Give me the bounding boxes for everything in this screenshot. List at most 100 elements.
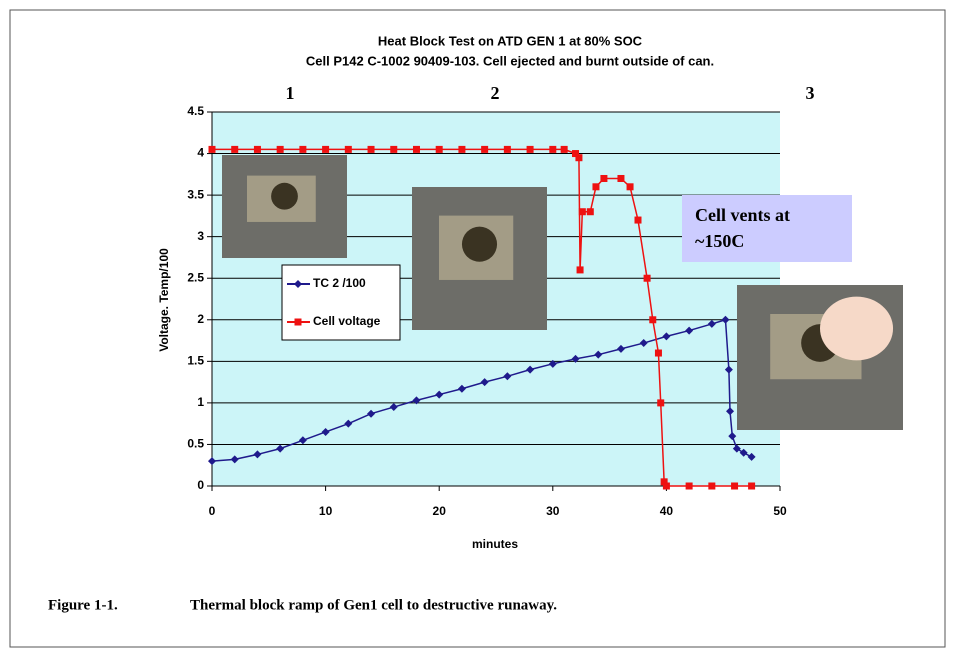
marker xyxy=(592,183,600,191)
legend-box xyxy=(281,264,401,341)
y-tick-label: 0.5 xyxy=(187,437,204,451)
marker xyxy=(208,145,216,153)
marker xyxy=(367,409,376,418)
marker xyxy=(208,457,216,466)
phase-label: 3 xyxy=(806,83,815,103)
marker xyxy=(457,384,466,393)
marker xyxy=(412,145,420,153)
marker xyxy=(503,372,512,381)
marker xyxy=(626,183,634,191)
marker xyxy=(548,359,557,368)
marker xyxy=(708,482,716,490)
marker xyxy=(526,365,535,374)
y-axis-label: Voltage. Temp/100 xyxy=(157,248,171,352)
y-tick-label: 2 xyxy=(197,312,204,326)
y-tick-label: 1 xyxy=(197,395,204,409)
marker xyxy=(721,315,730,324)
marker xyxy=(748,482,756,490)
marker xyxy=(231,145,239,153)
marker xyxy=(503,145,511,153)
caption-number: Figure 1-1. xyxy=(48,597,118,613)
x-tick-label: 30 xyxy=(546,504,560,518)
marker xyxy=(654,349,662,357)
photo xyxy=(737,285,903,430)
marker xyxy=(726,407,735,416)
x-tick-label: 10 xyxy=(319,504,333,518)
marker xyxy=(617,174,625,182)
marker xyxy=(322,145,330,153)
x-tick-label: 0 xyxy=(209,504,216,518)
marker xyxy=(526,145,534,153)
marker xyxy=(253,450,262,459)
marker xyxy=(660,478,668,486)
photo-spot xyxy=(271,182,298,210)
plot: 0 0.5 1 1.5 2 2.5 3 3.5 4 4.5 0 10 20 30 40 50 minutes Vo… xyxy=(157,83,903,551)
y-tick-label: 4.5 xyxy=(187,104,204,118)
chart-title: Heat Block Test on ATD GEN 1 at 80% SOC xyxy=(378,33,643,48)
marker xyxy=(662,332,671,341)
marker xyxy=(643,274,651,282)
marker xyxy=(747,452,756,461)
marker xyxy=(389,403,398,412)
marker xyxy=(572,150,580,158)
marker xyxy=(412,396,421,405)
marker xyxy=(344,145,352,153)
marker xyxy=(685,326,694,335)
marker xyxy=(458,145,466,153)
marker xyxy=(571,354,580,363)
marker xyxy=(560,145,568,153)
y-tick-label: 3 xyxy=(197,229,204,243)
marker xyxy=(732,444,741,453)
marker xyxy=(707,319,716,328)
marker xyxy=(298,436,307,445)
flame xyxy=(820,296,894,361)
photo xyxy=(412,187,547,330)
marker xyxy=(276,444,285,453)
marker xyxy=(649,316,657,324)
marker xyxy=(344,419,353,428)
marker xyxy=(594,350,603,359)
series-line xyxy=(211,318,752,462)
legend-label: TC 2 /100 xyxy=(313,276,366,290)
legend-marker xyxy=(294,318,302,326)
y-tick-label: 2.5 xyxy=(187,270,204,284)
callout-box xyxy=(682,195,852,262)
x-axis-label: minutes xyxy=(472,537,518,551)
marker xyxy=(230,455,239,464)
y-tick-label: 1.5 xyxy=(187,354,204,368)
marker xyxy=(390,145,398,153)
marker xyxy=(276,145,284,153)
marker xyxy=(575,154,583,162)
marker xyxy=(576,266,584,274)
marker xyxy=(299,145,307,153)
marker xyxy=(731,482,739,490)
x-tick-label: 40 xyxy=(660,504,674,518)
marker xyxy=(321,427,330,436)
legend-marker xyxy=(294,280,302,288)
marker xyxy=(634,216,642,224)
marker xyxy=(728,432,737,441)
marker xyxy=(253,145,261,153)
marker xyxy=(685,482,693,490)
marker xyxy=(367,145,375,153)
legend-label: Cell voltage xyxy=(313,314,381,328)
marker xyxy=(578,208,586,216)
x-tick-label: 50 xyxy=(773,504,787,518)
photo xyxy=(222,155,347,258)
phase-label: 2 xyxy=(491,83,500,103)
marker xyxy=(600,174,608,182)
marker xyxy=(480,378,489,387)
marker xyxy=(639,339,648,348)
marker xyxy=(724,365,733,374)
marker xyxy=(657,399,665,407)
caption-text: Thermal block ramp of Gen1 cell to destr… xyxy=(190,597,557,613)
x-tick-label: 20 xyxy=(433,504,447,518)
marker xyxy=(739,448,748,457)
phase-label: 1 xyxy=(286,83,295,103)
marker xyxy=(435,390,444,399)
callout-text: Cell vents at xyxy=(695,205,790,225)
y-tick-label: 4 xyxy=(197,146,204,160)
marker xyxy=(586,208,594,216)
y-tick-label: 3.5 xyxy=(187,187,204,201)
